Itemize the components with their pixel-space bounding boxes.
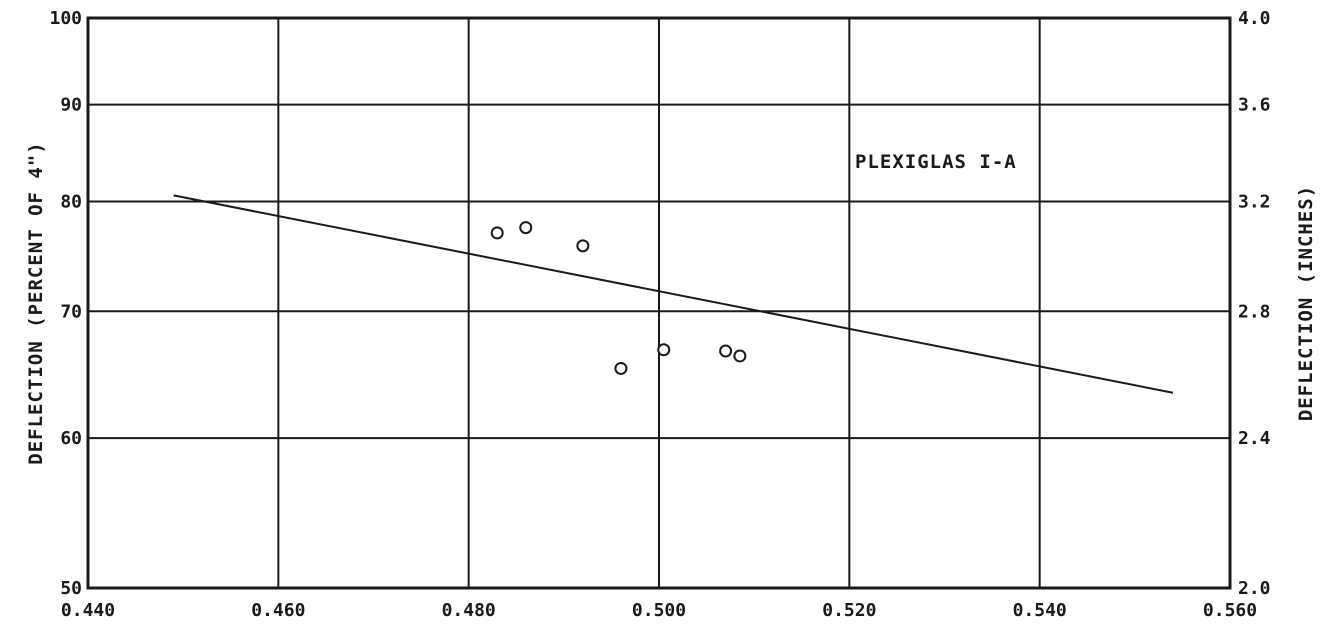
- y-tick-label-right: 2.8: [1238, 301, 1271, 322]
- x-tick-label: 0.460: [251, 600, 305, 621]
- x-tick-label: 0.500: [632, 600, 686, 621]
- y-tick-label-left: 70: [60, 301, 82, 322]
- data-marks: [173, 194, 1174, 394]
- trend-line: [173, 194, 1174, 394]
- data-point: [733, 349, 747, 363]
- x-tick-label: 0.560: [1203, 600, 1257, 621]
- x-tick-label: 0.540: [1013, 600, 1067, 621]
- y-tick-labels-right: 2.0 2.4 2.8 3.2 3.6 4.0: [1238, 8, 1271, 599]
- y-tick-label-right: 3.2: [1238, 191, 1271, 212]
- series-annotation: PLEXIGLAS I-A: [855, 151, 1017, 173]
- grid-lines: [88, 18, 1230, 588]
- y-axis-title-left: DEFLECTION (PERCENT OF 4"): [25, 141, 47, 464]
- data-point: [576, 239, 590, 253]
- y-tick-label-left: 50: [60, 578, 82, 599]
- x-tick-label: 0.480: [442, 600, 496, 621]
- y-tick-label-left: 60: [60, 428, 82, 449]
- data-point: [490, 226, 504, 240]
- y-tick-label-right: 4.0: [1238, 8, 1271, 29]
- y-tick-label-right: 3.6: [1238, 95, 1271, 116]
- y-tick-labels-left: 50 60 70 80 90 100: [49, 8, 82, 599]
- y-tick-label-left: 80: [60, 191, 82, 212]
- data-point: [614, 361, 628, 375]
- x-tick-label: 0.520: [822, 600, 876, 621]
- data-point: [519, 221, 533, 235]
- y-axis-title-right: DEFLECTION (INCHES): [1295, 185, 1317, 421]
- x-tick-label: 0.440: [61, 600, 115, 621]
- plot-frame: [86, 16, 1232, 590]
- y-tick-label-left: 100: [49, 8, 82, 29]
- x-tick-labels: 0.440 0.460 0.480 0.500 0.520 0.540 0.560: [61, 600, 1257, 621]
- y-tick-label-right: 2.0: [1238, 578, 1271, 599]
- data-point: [719, 344, 733, 358]
- data-point: [657, 343, 671, 357]
- y-tick-label-left: 90: [60, 95, 82, 116]
- y-tick-label-right: 2.4: [1238, 428, 1271, 449]
